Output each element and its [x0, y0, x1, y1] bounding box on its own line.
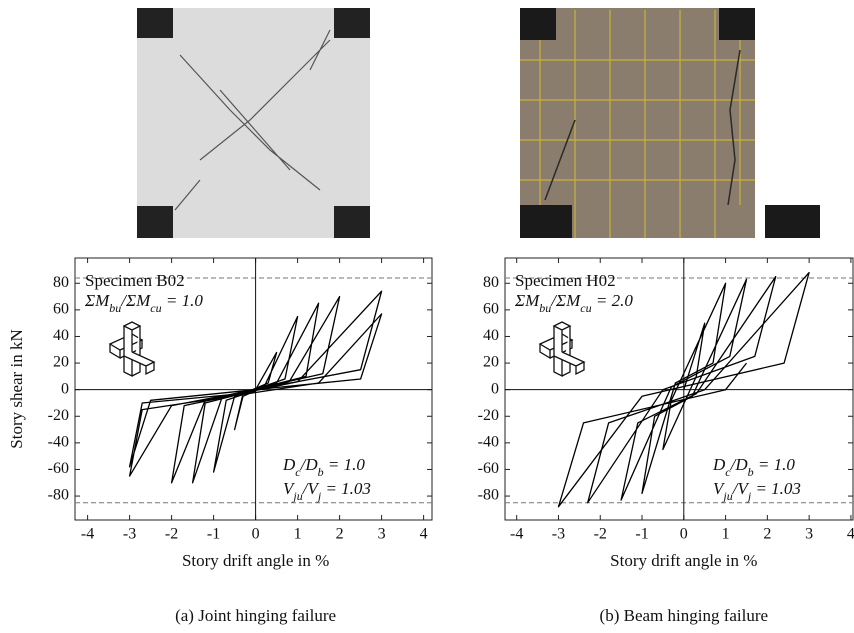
text-part: = 1.0 [754, 455, 796, 474]
y-tick-label: 0 [491, 380, 499, 397]
text-part: = 1.0 [162, 291, 204, 310]
text-part: = 1.0 [324, 455, 366, 474]
text-part: bu [109, 301, 121, 315]
x-tick-label: 4 [420, 526, 428, 543]
caption: (a) Joint hinging failure [175, 606, 336, 625]
text-part: /ΣM [550, 291, 581, 310]
text-part: = 2.0 [592, 291, 634, 310]
x-axis-label: Story drift angle in % [610, 551, 757, 570]
x-tick-label: 1 [722, 526, 730, 543]
y-tick-label: -20 [478, 407, 499, 424]
text-part: cu [150, 301, 161, 315]
x-tick-label: -2 [165, 526, 178, 543]
x-tick-label: -1 [635, 526, 648, 543]
joint-icon [110, 322, 154, 376]
joint-icon [540, 322, 584, 376]
x-tick-label: 4 [847, 526, 854, 543]
y-tick-label: 80 [53, 274, 69, 291]
y-tick-label: 80 [483, 274, 499, 291]
depth-ratio: Dc/Db = 1.0 [282, 455, 365, 479]
y-tick-label: 60 [483, 301, 499, 318]
x-tick-label: -4 [81, 526, 94, 543]
specimen-label: Specimen H02 [515, 271, 616, 290]
x-tick-label: -3 [123, 526, 136, 543]
photo-beam [520, 8, 820, 238]
text-part: ju [721, 489, 732, 503]
text-part: D [282, 455, 296, 474]
y-tick-label: -40 [478, 434, 499, 451]
shear-ratio: Vju/Vj = 1.03 [713, 479, 801, 503]
x-tick-label: 0 [252, 526, 260, 543]
x-tick-label: -1 [207, 526, 220, 543]
y-tick-label: -60 [48, 460, 69, 477]
caption: (b) Beam hinging failure [600, 606, 769, 625]
y-tick-label: -20 [48, 407, 69, 424]
y-tick-label: -60 [478, 460, 499, 477]
strength-ratio: ΣMbu/ΣMcu = 1.0 [84, 291, 203, 315]
strength-ratio: ΣMbu/ΣMcu = 2.0 [514, 291, 633, 315]
x-tick-label: 2 [336, 526, 344, 543]
figure: -4-3-2-101234-80-60-40-20020406080Specim… [0, 0, 854, 633]
y-tick-label: -80 [478, 487, 499, 504]
text-part: bu [539, 301, 551, 315]
text-part: /D [730, 455, 749, 474]
x-axis-label: Story drift angle in % [182, 551, 329, 570]
text-part: = 1.03 [751, 479, 801, 498]
x-tick-label: 3 [378, 526, 386, 543]
depth-ratio: Dc/Db = 1.0 [712, 455, 795, 479]
y-tick-label: -80 [48, 487, 69, 504]
y-tick-label: 60 [53, 301, 69, 318]
y-tick-label: 20 [53, 354, 69, 371]
y-axis-label: Story shear in kN [7, 329, 26, 448]
photo-joint [137, 8, 370, 238]
y-tick-label: 40 [53, 327, 69, 344]
text-part: /ΣM [120, 291, 151, 310]
y-tick-label: 20 [483, 354, 499, 371]
x-tick-label: -2 [594, 526, 607, 543]
text-part: ju [291, 489, 302, 503]
x-tick-label: -3 [552, 526, 565, 543]
y-tick-label: 0 [61, 380, 69, 397]
shear-ratio: Vju/Vj = 1.03 [283, 479, 371, 503]
y-tick-label: -40 [48, 434, 69, 451]
x-tick-label: -4 [510, 526, 523, 543]
text-part: ΣM [514, 291, 540, 310]
text-part: ΣM [84, 291, 110, 310]
x-tick-label: 0 [680, 526, 688, 543]
text-part: /D [300, 455, 319, 474]
x-tick-label: 3 [805, 526, 813, 543]
x-tick-label: 1 [294, 526, 302, 543]
text-part: cu [580, 301, 591, 315]
text-part: = 1.03 [321, 479, 371, 498]
x-tick-label: 2 [763, 526, 771, 543]
y-tick-label: 40 [483, 327, 499, 344]
specimen-label: Specimen B02 [85, 271, 185, 290]
text-part: D [712, 455, 726, 474]
